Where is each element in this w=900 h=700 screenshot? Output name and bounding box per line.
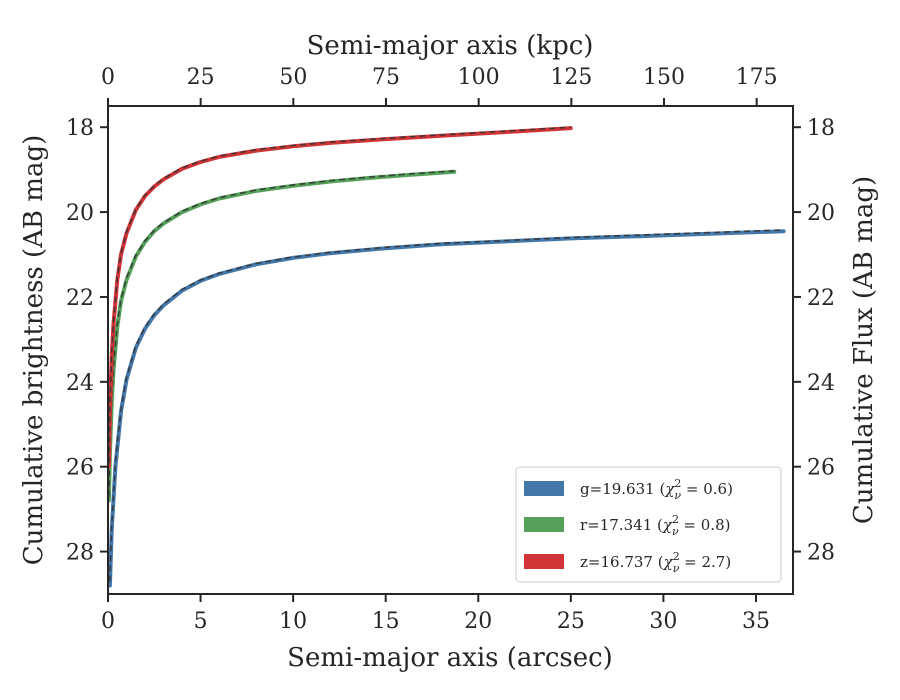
series-line-r (106, 169, 457, 503)
top-x-tick-label: 75 (372, 65, 400, 90)
series-layer (106, 126, 786, 588)
right-y-tick-label: 18 (807, 116, 835, 141)
legend-box (515, 466, 782, 583)
top-x-tick-label: 50 (279, 65, 307, 90)
y-tick-label: 22 (66, 286, 94, 311)
top-x-axis-title: Semi-major axis (kpc) (307, 31, 594, 61)
y-axis-title: Cumulative brightness (AB mag) (19, 135, 49, 566)
top-x-tick-label: 0 (101, 65, 115, 90)
y-tick-label: 26 (66, 456, 94, 481)
legend-label-z: z=16.737 (χ2 ν = 2.7) (580, 550, 731, 575)
y-tick-label: 20 (66, 201, 94, 226)
x-tick-label: 20 (464, 609, 492, 634)
right-y-tick-label: 28 (807, 541, 835, 566)
right-y-tick-label: 24 (807, 371, 835, 396)
legend: g=19.631 (χ2 ν = 0.6) r=17.341 (χ2 ν = 0.8… (515, 466, 782, 583)
right-y-axis-title: Cumulative Flux (AB mag) (849, 176, 879, 524)
plot-frame (107, 105, 794, 595)
top-x-tick-label: 125 (550, 65, 592, 90)
x-tick-label: 35 (742, 609, 770, 634)
y-tick-label: 24 (66, 371, 94, 396)
ticks-layer: 0 5 10 15 20 25 30 35 0 25 50 75 100 125 150 175 18 18 20 2… (66, 65, 835, 634)
model-line-r (108, 170, 455, 497)
legend-label-g: g=19.631 (χ2 ν = 0.6) (580, 477, 733, 502)
legend-swatch-z (524, 554, 564, 569)
model-line-z (108, 126, 571, 463)
x-tick-label: 15 (372, 609, 400, 634)
x-tick-label: 5 (194, 609, 208, 634)
right-y-tick-label: 26 (807, 456, 835, 481)
top-x-tick-label: 175 (736, 65, 778, 90)
y-tick-label: 28 (66, 541, 94, 566)
y-tick-label: 18 (66, 116, 94, 141)
x-tick-label: 25 (557, 609, 585, 634)
legend-swatch-g (524, 481, 564, 496)
top-x-tick-label: 100 (458, 65, 500, 90)
model-line-g (109, 229, 784, 582)
x-tick-label: 0 (101, 609, 115, 634)
x-tick-label: 10 (279, 609, 307, 634)
x-tick-label: 30 (649, 609, 677, 634)
top-x-tick-label: 150 (643, 65, 685, 90)
legend-label-r: r=17.341 (χ2 ν = 0.8) (580, 513, 730, 538)
x-axis-title: Semi-major axis (arcsec) (287, 643, 613, 673)
right-y-tick-label: 22 (807, 286, 835, 311)
top-x-tick-label: 25 (187, 65, 215, 90)
legend-swatch-r (524, 517, 564, 532)
right-y-tick-label: 20 (807, 201, 835, 226)
